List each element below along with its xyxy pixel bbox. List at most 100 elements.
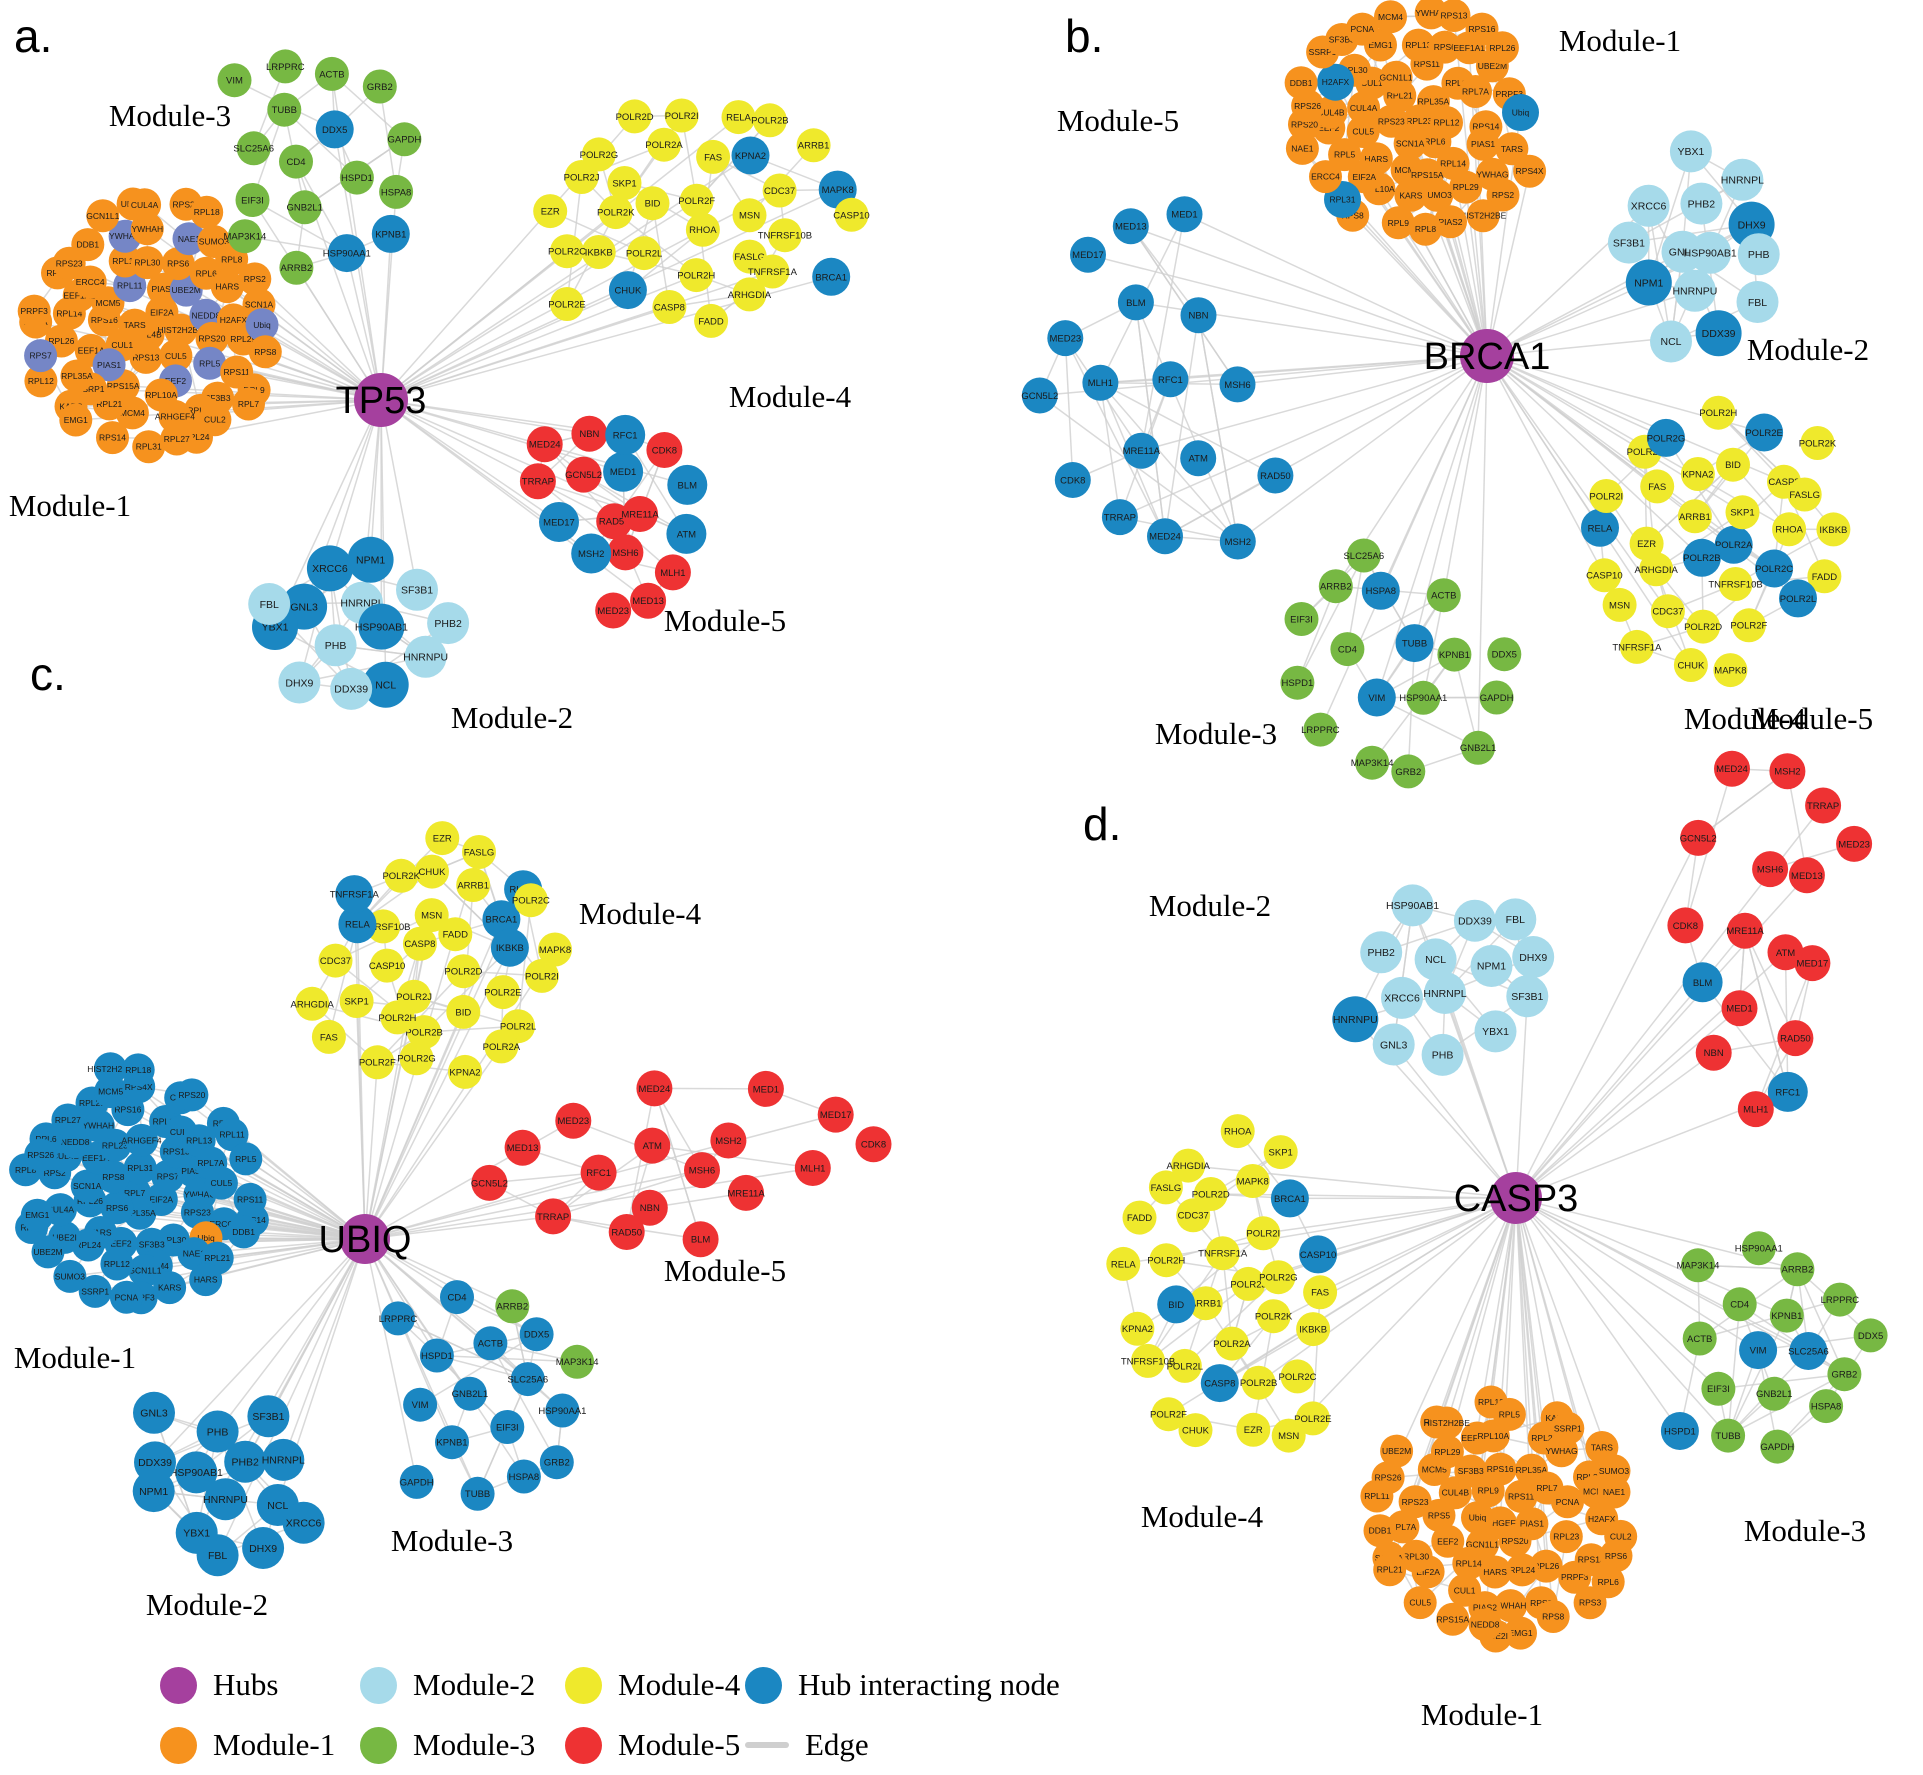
node-circle[interactable] [1789,1332,1828,1370]
node-circle[interactable] [1420,178,1454,212]
node-circle[interactable] [598,195,633,230]
node-npm1[interactable]: NPM1 [1625,259,1672,306]
node-pcna[interactable]: PCNA [1551,1485,1584,1519]
node-circle[interactable] [1360,931,1403,974]
node-circle[interactable] [224,1440,267,1483]
node-circle[interactable] [490,1410,525,1444]
node-circle[interactable] [1431,1524,1465,1558]
node-rps26[interactable]: RPS26 [1371,1461,1405,1495]
node-rpl30[interactable]: RPL30 [1399,1539,1433,1573]
node-circle[interactable] [1677,499,1712,534]
node-circle[interactable] [1380,1434,1414,1468]
node-circle[interactable] [635,186,670,221]
node-ezr[interactable]: EZR [1629,526,1664,561]
node-rhoa[interactable]: RHOA [1772,512,1807,547]
node-circle[interactable] [1401,28,1435,62]
node-fbl[interactable]: FBL [248,583,291,625]
node-circle[interactable] [1317,63,1354,101]
node-circle[interactable] [123,1151,157,1185]
node-msn[interactable]: MSN [1271,1418,1306,1453]
node-circle[interactable] [1466,127,1500,161]
node-circle[interactable] [1745,413,1784,452]
node-cd4[interactable]: CD4 [279,144,313,179]
node-circle[interactable] [1393,126,1427,160]
node-rps5[interactable]: RPS5 [1422,1498,1456,1532]
node-polr2h[interactable]: POLR2H [1147,1243,1185,1278]
node-circle[interactable] [1363,1514,1397,1548]
node-circle[interactable] [1436,1602,1470,1636]
hub-casp3[interactable]: CASP3 [1454,1172,1579,1224]
node-mcm5[interactable]: MCM5 [94,1075,128,1109]
node-circle[interactable] [1205,1236,1240,1271]
node-skp1[interactable]: SKP1 [607,166,642,200]
node-circle[interactable] [1148,1170,1183,1205]
node-polr2b[interactable]: POLR2B [1682,538,1721,577]
node-circle[interactable] [318,943,353,978]
node-circle[interactable] [685,212,720,247]
node-xrcc6[interactable]: XRCC6 [282,1501,325,1544]
node-circle[interactable] [1512,936,1555,978]
node-emg1[interactable]: EMG1 [1504,1616,1537,1650]
node-circle[interactable] [347,536,394,583]
node-cdk8[interactable]: CDK8 [646,432,683,468]
node-circle[interactable] [538,932,572,967]
node-pias1[interactable]: PIAS1 [1466,127,1500,161]
node-circle[interactable] [550,234,584,269]
node-circle[interactable] [1487,637,1522,672]
node-arrb2[interactable]: ARRB2 [495,1289,530,1324]
node-circle[interactable] [93,1052,127,1086]
node-cul5[interactable]: CUL5 [159,339,193,373]
node-med24[interactable]: MED24 [526,426,563,463]
node-map3k14[interactable]: MAP3K14 [224,219,267,254]
node-circle[interactable] [710,1122,747,1159]
node-polr2i[interactable]: POLR2I [664,98,699,133]
node-arhgdia[interactable]: ARHGDIA [1167,1148,1211,1183]
node-circle[interactable] [130,246,164,280]
node-circle[interactable] [1391,884,1434,927]
node-mcm4[interactable]: MCM4 [1374,0,1407,34]
node-fbl[interactable]: FBL [1494,898,1537,941]
node-msh6[interactable]: MSH6 [684,1152,720,1189]
node-circle[interactable] [161,247,195,281]
node-rps13[interactable]: RPS13 [1437,0,1471,32]
node-circle[interactable] [1430,1406,1464,1440]
node-circle[interactable] [1437,0,1471,32]
node-circle[interactable] [1714,525,1753,564]
node-ddx5[interactable]: DDX5 [1487,637,1522,672]
node-polr2f[interactable]: POLR2F [1730,608,1768,643]
node-rpl21[interactable]: RPL21 [1373,1553,1407,1587]
node-ncl[interactable]: NCL [362,661,409,708]
node-circle[interactable] [1418,125,1452,159]
node-circle[interactable] [664,98,699,133]
node-grb2[interactable]: GRB2 [1827,1357,1862,1392]
node-mre11a[interactable]: MRE11A [621,496,659,532]
node-polr2l[interactable]: POLR2L [1779,579,1817,618]
node-ubiq[interactable]: Ubiq [1461,1501,1494,1535]
node-circle[interactable] [1459,75,1492,108]
node-polr2d[interactable]: POLR2D [1192,1177,1230,1211]
node-circle[interactable] [1453,899,1496,942]
node-circle[interactable] [1231,1266,1266,1301]
node-kpnb1[interactable]: KPNB1 [1769,1298,1804,1333]
node-circle[interactable] [1421,1033,1464,1076]
node-circle[interactable] [1149,1243,1184,1278]
node-kpnb1[interactable]: KPNB1 [435,1425,469,1460]
node-fas[interactable]: FAS [696,139,731,174]
node-circle[interactable] [1505,1553,1539,1587]
node-cdc37[interactable]: CDC37 [318,943,353,978]
node-faslg[interactable]: FASLG [1148,1170,1183,1205]
node-circle[interactable] [414,898,449,933]
node-circle[interactable] [1219,366,1256,403]
node-circle[interactable] [1711,1418,1746,1453]
node-mre11a[interactable]: MRE11A [1726,912,1764,949]
node-circle[interactable] [1466,199,1500,233]
node-circle[interactable] [794,1150,831,1186]
node-circle[interactable] [190,195,224,229]
node-circle[interactable] [1381,976,1423,1019]
node-polr2e[interactable]: POLR2E [1294,1401,1332,1436]
node-polr2g[interactable]: POLR2G [397,1041,436,1076]
node-circle[interactable] [1047,320,1084,357]
node-hsp90ab1[interactable]: HSP90AB1 [1684,231,1737,274]
node-circle[interactable] [581,137,616,172]
node-circle[interactable] [399,1041,434,1076]
